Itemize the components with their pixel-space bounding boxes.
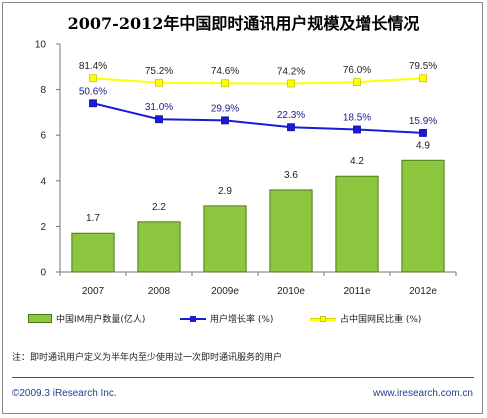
x-tick-label: 2009e <box>211 286 239 297</box>
bar-2007 <box>71 232 115 273</box>
share-value-label: 75.2% <box>145 66 173 77</box>
bar-value-label: 1.7 <box>86 213 100 224</box>
share-value-label: 81.4% <box>79 61 107 72</box>
bar-value-label: 3.6 <box>284 170 298 181</box>
share-value-label: 74.6% <box>211 66 239 77</box>
growth-marker <box>221 116 229 125</box>
legend-label-growth-rate: 用户增长率 (%) <box>210 315 274 325</box>
x-tick-label: 2008 <box>148 286 171 297</box>
website-link[interactable]: www.iresearch.com.cn <box>372 388 473 399</box>
legend-label-netizen-share: 占中国网民比重 (%) <box>340 315 422 325</box>
growth-value-label: 50.6% <box>79 86 107 97</box>
growth-marker <box>419 129 427 137</box>
copyright-text: ©2009.3 iResearch Inc. <box>12 388 117 399</box>
share-line <box>92 77 424 85</box>
legend-label-im-users: 中国IM用户数量(亿人) <box>56 315 146 325</box>
share-marker <box>89 74 97 83</box>
share-value-label: 79.5% <box>409 61 437 72</box>
growth-marker <box>89 99 97 108</box>
legend-item-growth-rate: 用户增长率 (%) <box>180 312 273 325</box>
growth-line <box>92 102 424 134</box>
data-labels: 1.7 2.2 2.9 3.6 4.2 4.9 50.6% 31.0% 29.9% 22.3% 18… <box>79 61 437 224</box>
growth-value-label: 29.9% <box>211 103 239 114</box>
share-marker <box>155 78 163 87</box>
x-tick-label: 2011e <box>343 286 371 297</box>
chart-axes: 0 2 4 6 8 10 2007 2008 2009e 2010e 2011e 2012e <box>35 40 457 297</box>
y-tick-label: 0 <box>40 268 46 279</box>
legend-item-im-users: 中国IM用户数量(亿人) <box>28 312 145 325</box>
share-marker <box>353 78 361 86</box>
bar-value-label: 2.9 <box>218 186 232 197</box>
bar-2009e <box>203 205 247 273</box>
share-value-label: 76.0% <box>343 65 371 76</box>
share-marker <box>221 79 229 88</box>
bar-value-label: 4.9 <box>416 140 430 151</box>
footnote: 注：即时通讯用户定义为半年内至少使用过一次即时通讯服务的用户 <box>12 353 283 363</box>
growth-value-label: 15.9% <box>409 116 437 127</box>
legend-bar-swatch <box>28 314 52 323</box>
footer-divider <box>12 377 474 378</box>
bar-2010e <box>269 189 313 273</box>
x-tick-label: 2012e <box>409 286 437 297</box>
bar-2012e <box>401 159 445 273</box>
bar-2008 <box>137 221 181 273</box>
y-tick-label: 4 <box>40 176 46 187</box>
x-tick-label: 2007 <box>82 286 105 297</box>
bar-2011e <box>335 175 379 273</box>
bar-value-label: 2.2 <box>152 202 166 213</box>
legend-item-netizen-share: 占中国网民比重 (%) <box>310 312 421 325</box>
share-value-label: 74.2% <box>277 66 305 77</box>
share-marker <box>419 74 427 83</box>
legend-line-blue <box>180 314 206 324</box>
chart-legend: 中国IM用户数量(亿人) 用户增长率 (%) 占中国网民比重 (%) <box>28 312 468 326</box>
y-tick-label: 2 <box>40 222 46 233</box>
bar-series <box>71 159 445 273</box>
growth-marker <box>155 115 163 124</box>
share-marker <box>287 79 295 88</box>
bar-value-label: 4.2 <box>350 156 364 167</box>
y-tick-label: 8 <box>40 85 46 96</box>
x-tick-label: 2010e <box>277 286 305 297</box>
growth-marker <box>353 125 361 134</box>
y-tick-label: 6 <box>40 131 46 142</box>
growth-value-label: 31.0% <box>145 102 173 113</box>
growth-value-label: 22.3% <box>277 110 305 121</box>
chart-title: 2007-2012年中国即时通讯用户规模及增长情况 <box>67 14 420 33</box>
line-series <box>89 74 427 137</box>
legend-line-yellow <box>310 314 336 324</box>
growth-value-label: 18.5% <box>343 113 371 124</box>
growth-marker <box>287 123 295 132</box>
y-tick-label: 10 <box>35 40 47 51</box>
